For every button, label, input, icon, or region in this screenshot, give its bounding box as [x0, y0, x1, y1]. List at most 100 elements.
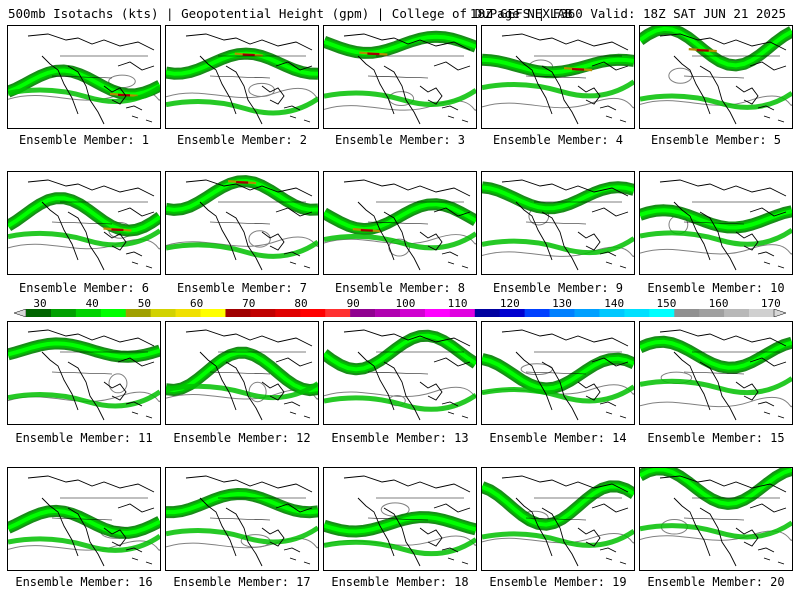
- ensemble-member-map: [165, 467, 319, 571]
- jet-max-core: [117, 93, 131, 97]
- colorbar-segment: [100, 309, 127, 317]
- colorbar-tick-label: 110: [447, 297, 468, 310]
- map-canvas: [640, 179, 792, 271]
- secondary-jet-band: [166, 96, 318, 116]
- colorbar-tick-label: 30: [33, 297, 47, 310]
- border-line: [683, 497, 780, 521]
- border-line: [209, 55, 306, 79]
- secondary-jet-band: [166, 240, 318, 259]
- caribbean-islands: [757, 251, 785, 269]
- height-contour: [324, 234, 476, 245]
- secondary-jet-band: [482, 384, 634, 404]
- caribbean-islands: [125, 251, 153, 269]
- ensemble-member-map: [165, 321, 319, 425]
- jet-max-core: [242, 53, 255, 57]
- member-caption: Ensemble Member: 18: [331, 575, 469, 589]
- colorbar-strip: [14, 309, 786, 317]
- jet-stream-band-core: [166, 350, 318, 393]
- ensemble-member-map: [7, 321, 161, 425]
- coastline: [659, 33, 787, 125]
- colorbar-tick-label: 70: [242, 297, 256, 310]
- secondary-jet-band: [324, 392, 476, 412]
- jet-stream-band-core: [8, 196, 160, 233]
- colorbar-tick-label: 80: [294, 297, 308, 310]
- map-canvas: [640, 329, 792, 421]
- secondary-jet-band: [640, 520, 792, 540]
- colorbar-segment: [574, 309, 600, 317]
- coastline: [343, 179, 471, 271]
- height-closed-contour: [248, 230, 271, 248]
- secondary-jet-band: [482, 236, 634, 256]
- caribbean-islands: [441, 251, 469, 269]
- border-line: [683, 351, 780, 375]
- caribbean-islands: [283, 401, 311, 419]
- colorbar-segment: [125, 309, 151, 317]
- map-canvas: [166, 329, 318, 421]
- coastline: [27, 329, 155, 421]
- caribbean-islands: [599, 401, 627, 419]
- colorbar-segment: [300, 309, 326, 317]
- border-line: [367, 201, 464, 225]
- coastline: [27, 179, 155, 271]
- caribbean-islands: [757, 105, 785, 123]
- member-caption: Ensemble Member: 16: [15, 575, 153, 589]
- border-line: [525, 201, 622, 225]
- secondary-jet-band: [166, 381, 318, 401]
- ensemble-member-map: [7, 25, 161, 129]
- height-contour: [640, 396, 792, 408]
- colorbar-segment: [250, 309, 276, 317]
- jet-max-core: [572, 68, 585, 71]
- colorbar-segment: [699, 309, 725, 317]
- height-contour: [640, 244, 792, 255]
- jet-stream-band-core: [8, 341, 160, 359]
- ensemble-member-map: [481, 171, 635, 275]
- member-caption: Ensemble Member: 2: [176, 133, 308, 147]
- coastline: [343, 33, 471, 125]
- isotach-colorbar: 30 40 50 60 70 80 90 100 110 120 130 140 150 160 170: [0, 297, 800, 321]
- colorbar-segment: [150, 309, 176, 317]
- colorbar-segment: [225, 309, 251, 317]
- caribbean-islands: [441, 401, 469, 419]
- coastline: [501, 179, 629, 271]
- caribbean-islands: [599, 251, 627, 269]
- member-caption: Ensemble Member: 20: [647, 575, 785, 589]
- colorbar-right-arrow: [773, 309, 786, 317]
- jet-stream-band-core: [324, 333, 476, 372]
- secondary-jet-band: [482, 79, 634, 99]
- map-canvas: [324, 475, 476, 567]
- jet-max-core: [367, 52, 380, 56]
- map-canvas: [8, 33, 160, 125]
- map-canvas: [8, 179, 160, 271]
- colorbar-left-arrow: [14, 309, 27, 317]
- colorbar-segment: [524, 309, 550, 317]
- member-caption: Ensemble Member: 7: [176, 281, 308, 295]
- member-caption: Ensemble Member: 10: [647, 281, 785, 295]
- jet-max-core: [360, 229, 373, 232]
- height-contour: [482, 97, 634, 109]
- colorbar-segment: [325, 309, 351, 317]
- secondary-jet-band: [324, 88, 476, 107]
- border-line: [51, 351, 148, 375]
- height-contour: [324, 386, 476, 398]
- height-contour: [166, 87, 318, 99]
- member-caption: Ensemble Member: 14: [489, 431, 627, 445]
- jet-stream-band-inner: [482, 183, 634, 213]
- height-contour: [482, 533, 634, 544]
- map-canvas: [324, 329, 476, 421]
- map-canvas: [482, 475, 634, 567]
- jet-stream-band-core: [8, 68, 160, 97]
- secondary-jet-band: [640, 227, 792, 247]
- colorbar-tick-label: 120: [499, 297, 520, 310]
- colorbar-segment: [449, 309, 476, 317]
- coastline: [501, 475, 629, 567]
- coastline: [185, 179, 313, 271]
- member-caption: Ensemble Member: 9: [492, 281, 624, 295]
- colorbar-tick-label: 170: [760, 297, 781, 310]
- colorbar-segment: [749, 309, 775, 317]
- member-caption: Ensemble Member: 6: [18, 281, 150, 295]
- member-caption: Ensemble Member: 12: [173, 431, 311, 445]
- secondary-jet-band: [640, 376, 792, 396]
- colorbar-segment: [724, 309, 750, 317]
- secondary-jet-band: [8, 85, 160, 104]
- map-canvas: [166, 175, 318, 271]
